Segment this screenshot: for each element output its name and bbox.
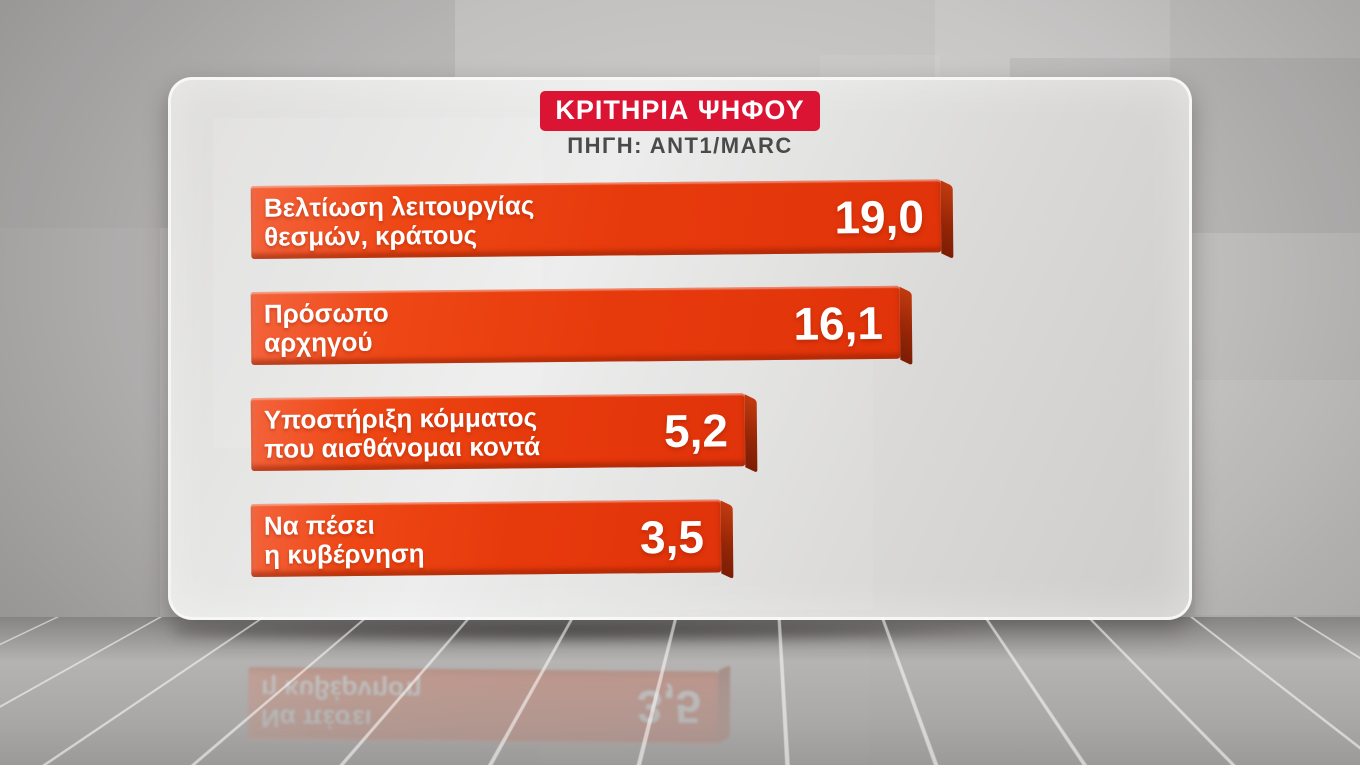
bar-label: Υποστήριξη κόμματος που αισθάνομαι κοντά (263, 401, 541, 464)
panel-texture-shape (213, 118, 543, 448)
bar-label: Να πέσει η κυβέρνηση (263, 509, 425, 570)
panel-shadow (175, 615, 1175, 651)
background-shape (0, 228, 160, 628)
bar-row-4: Να πέσει η κυβέρνηση 3,5 (250, 499, 734, 580)
source-label: ΠΗΓΗ: ΑΝΤ1/MARC (567, 133, 793, 159)
info-panel: ΚΡΙΤΗΡΙΑ ΨΗΦΟΥ ΠΗΓΗ: ΑΝΤ1/MARC Βελτίωση … (168, 77, 1192, 620)
bar-row-2: Πρόσωπο αρχηγού 16,1 (250, 285, 913, 366)
chart-header: ΚΡΙΤΗΡΙΑ ΨΗΦΟΥ ΠΗΓΗ: ΑΝΤ1/MARC (171, 91, 1189, 159)
bar-value: 19,0 (834, 190, 925, 243)
bar-value: 16,1 (793, 296, 884, 350)
chart-title: ΚΡΙΤΗΡΙΑ ΨΗΦΟΥ (555, 95, 805, 125)
bar-label: Πρόσωπο αρχηγού (263, 297, 389, 358)
bar-chart: Βελτίωση λειτουργίας θεσμών, κράτους 19,0… (250, 179, 954, 610)
bar-3d-side (744, 394, 758, 473)
bar-3d-side (899, 286, 913, 366)
bar-label: Βελτίωση λειτουργίας θεσμών, κράτους (263, 189, 535, 252)
bar-row-3: Υποστήριξη κόμματος που αισθάνομαι κοντά… (250, 393, 758, 473)
bar-row-1: Βελτίωση λειτουργίας θεσμών, κράτους 19,0 (250, 179, 954, 260)
bar-3d-side (720, 500, 734, 580)
bar-value: 5,2 (663, 403, 729, 457)
bar-value: 3,5 (639, 510, 705, 563)
background-shape (1195, 380, 1360, 615)
bar-3d-side (940, 180, 954, 260)
chart-title-badge: ΚΡΙΤΗΡΙΑ ΨΗΦΟΥ (540, 91, 820, 132)
